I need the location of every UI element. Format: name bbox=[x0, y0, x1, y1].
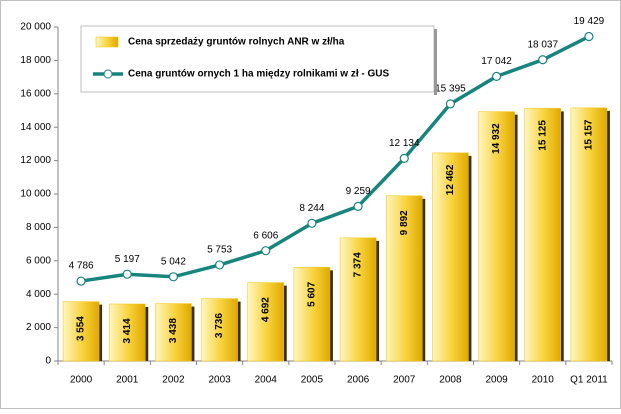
legend-shadow bbox=[434, 29, 437, 95]
bar bbox=[155, 303, 192, 362]
bar-value-label: 14 932 bbox=[491, 123, 502, 154]
line-marker bbox=[445, 99, 456, 109]
line-value-label: 8 244 bbox=[299, 203, 324, 214]
bar-value-label: 15 157 bbox=[584, 119, 595, 150]
y-tick-label: 4 000 bbox=[26, 289, 51, 300]
line-value-label: 17 042 bbox=[481, 56, 512, 67]
legend-label: Cena sprzedaży gruntów rolnych ANR w zł/… bbox=[128, 37, 345, 48]
bar-value-label: 9 892 bbox=[399, 210, 410, 235]
line-marker bbox=[168, 272, 179, 282]
line-value-label: 4 786 bbox=[69, 261, 94, 272]
legend: Cena sprzedaży gruntów rolnych ANR w zł/… bbox=[80, 25, 437, 95]
line-marker bbox=[584, 31, 594, 42]
x-tick-label: 2007 bbox=[393, 375, 416, 386]
y-tick-label: 6 000 bbox=[26, 255, 51, 266]
bar-value-label: 3 414 bbox=[122, 318, 133, 343]
line-marker bbox=[353, 201, 363, 211]
bar bbox=[432, 152, 469, 362]
y-tick-label: 2 000 bbox=[26, 322, 51, 333]
bar-value-label: 5 607 bbox=[307, 281, 318, 306]
line-value-label: 12 134 bbox=[389, 138, 420, 149]
legend-marker bbox=[103, 69, 113, 79]
bar-value-label: 3 736 bbox=[214, 313, 225, 338]
y-tick-label: 18 000 bbox=[20, 55, 51, 66]
y-tick-label: 8 000 bbox=[26, 222, 51, 233]
x-tick-label: 2005 bbox=[301, 375, 324, 386]
bar-value-label: 15 125 bbox=[537, 120, 548, 151]
x-tick-label: 2001 bbox=[116, 375, 139, 386]
line bbox=[80, 34, 590, 283]
line-value-label: 5 753 bbox=[207, 245, 232, 256]
bar bbox=[109, 303, 146, 362]
line-marker bbox=[122, 269, 132, 279]
bar bbox=[386, 195, 423, 362]
line-marker bbox=[214, 260, 225, 270]
bar bbox=[478, 111, 515, 362]
line-marker bbox=[307, 218, 317, 228]
x-tick-label: 2009 bbox=[485, 375, 508, 386]
line-marker bbox=[399, 153, 409, 163]
bar bbox=[293, 267, 331, 362]
bar bbox=[201, 298, 238, 362]
x-tick-label: 2008 bbox=[439, 375, 462, 386]
line-marker bbox=[538, 55, 548, 65]
y-tick-label: 0 bbox=[45, 356, 51, 367]
y-tick-label: 16 000 bbox=[20, 88, 51, 99]
line-marker bbox=[76, 276, 86, 286]
line-value-label: 5 197 bbox=[115, 254, 140, 265]
bar-value-label: 7 374 bbox=[353, 252, 364, 277]
y-tick-label: 20 000 bbox=[20, 22, 51, 33]
legend-box bbox=[80, 25, 435, 93]
bar bbox=[570, 107, 608, 362]
bar-value-label: 3 438 bbox=[168, 318, 179, 343]
x-tick-label: 2003 bbox=[208, 375, 231, 386]
line-value-label: 18 037 bbox=[527, 39, 558, 50]
bar bbox=[62, 301, 100, 362]
bar-value-label: 12 462 bbox=[445, 164, 456, 195]
y-tick-label: 10 000 bbox=[20, 189, 51, 200]
x-tick-label: 2002 bbox=[162, 375, 185, 386]
bar bbox=[524, 108, 561, 362]
x-tick-label: 2000 bbox=[70, 375, 93, 386]
y-tick-label: 14 000 bbox=[20, 122, 51, 133]
x-tick-label: 2010 bbox=[532, 375, 555, 386]
x-tick-label: Q1 2011 bbox=[570, 375, 608, 386]
y-tick-label: 12 000 bbox=[20, 155, 51, 166]
x-tick-label: 2004 bbox=[255, 375, 278, 386]
line-value-label: 5 042 bbox=[161, 256, 186, 267]
bar bbox=[247, 282, 284, 362]
bar-value-label: 4 692 bbox=[260, 297, 271, 322]
legend-label: Cena gruntów ornych 1 ha między rolnikam… bbox=[128, 69, 389, 80]
line-value-label: 19 429 bbox=[574, 16, 605, 27]
bar bbox=[339, 237, 377, 362]
line-value-label: 9 259 bbox=[346, 186, 371, 197]
line-marker bbox=[261, 246, 271, 256]
line-marker bbox=[491, 71, 502, 81]
legend-swatch bbox=[95, 36, 119, 48]
line-value-label: 15 395 bbox=[435, 84, 466, 95]
line-value-label: 6 606 bbox=[253, 230, 278, 241]
x-tick-label: 2006 bbox=[347, 375, 370, 386]
bar-value-label: 3 554 bbox=[76, 316, 87, 341]
